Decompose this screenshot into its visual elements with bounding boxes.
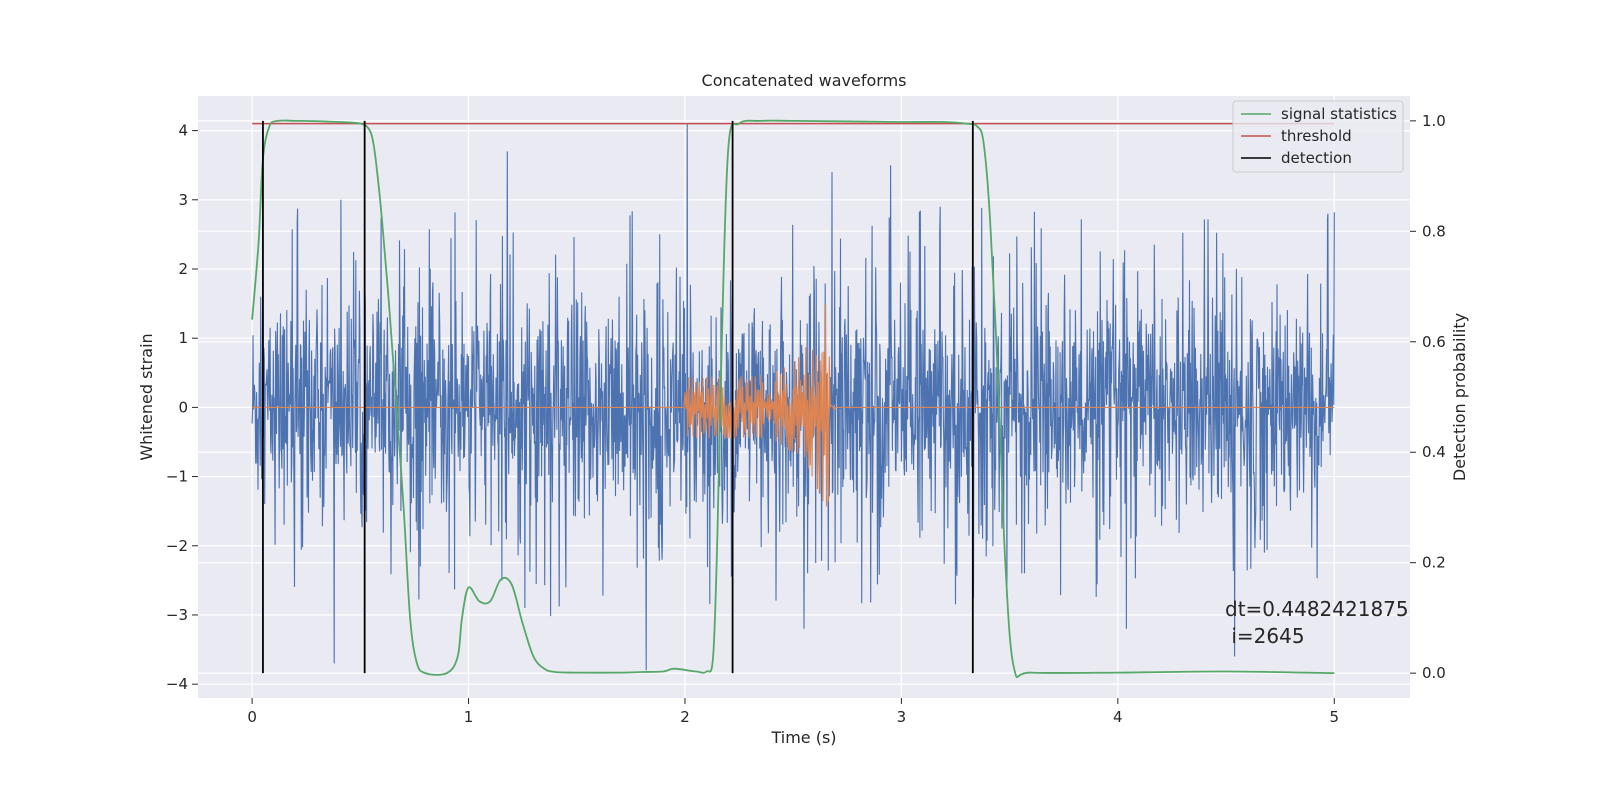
y-right-tick-label: 0.0 <box>1422 664 1446 682</box>
y-tick-label: 3 <box>178 191 188 209</box>
x-tick-label: 0 <box>247 708 257 726</box>
x-axis-label: Time (s) <box>770 728 836 747</box>
y-right-tick-label: 0.2 <box>1422 554 1446 572</box>
y-right-tick-label: 1.0 <box>1422 112 1446 130</box>
series-whitened-strain <box>251 123 1335 671</box>
y-right-tick-label: 0.4 <box>1422 443 1446 461</box>
legend-label-signal-statistics: signal statistics <box>1281 105 1397 123</box>
annotation-index: i=2645 <box>1225 624 1305 648</box>
x-tick-label: 2 <box>680 708 690 726</box>
x-tick-label: 4 <box>1113 708 1123 726</box>
legend-box <box>1232 100 1404 173</box>
legend-label-threshold: threshold <box>1281 127 1352 145</box>
chart-title: Concatenated waveforms <box>702 71 907 90</box>
series-injected-waveform <box>252 304 1335 507</box>
legend: signal statistics threshold detection <box>1232 100 1404 173</box>
y-tick-label: −3 <box>166 606 188 624</box>
y-axis-right-label: Detection probability <box>1450 313 1469 481</box>
tick-layer: 0 1 2 3 4 5 −4 −3 −2 −1 0 1 2 3 4 0.0 0.2 0.4 0.6 0.8 1.0 <box>166 112 1446 726</box>
y-axis-label: Whitened strain <box>137 333 156 460</box>
x-tick-label: 3 <box>897 708 907 726</box>
y-right-tick-label: 0.6 <box>1422 333 1446 351</box>
y-tick-label: −4 <box>166 675 188 693</box>
series-signal-statistics <box>251 119 1335 678</box>
annotation-dt: dt=0.4482421875 <box>1225 597 1409 621</box>
y-tick-label: 1 <box>178 329 188 347</box>
series-layer <box>251 119 1335 678</box>
y-tick-label: 2 <box>178 260 188 278</box>
legend-label-detection: detection <box>1281 149 1352 167</box>
y-tick-label: −1 <box>166 468 188 486</box>
x-tick-label: 5 <box>1329 708 1339 726</box>
y-tick-label: 0 <box>178 398 188 416</box>
y-tick-label: 4 <box>178 122 188 140</box>
y-right-tick-label: 0.8 <box>1422 222 1446 240</box>
x-tick-label: 1 <box>464 708 474 726</box>
y-tick-label: −2 <box>166 537 188 555</box>
